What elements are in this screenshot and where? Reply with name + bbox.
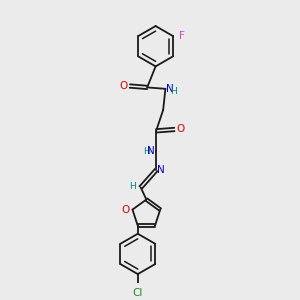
- Text: H: H: [129, 182, 136, 191]
- Text: H: H: [170, 87, 177, 96]
- Text: O: O: [119, 81, 128, 91]
- Text: H: H: [143, 146, 150, 155]
- Text: F: F: [179, 31, 185, 40]
- Text: O: O: [177, 124, 185, 134]
- Text: N: N: [147, 146, 155, 156]
- Text: O: O: [122, 205, 130, 214]
- Text: Cl: Cl: [133, 288, 143, 298]
- Text: N: N: [166, 83, 174, 94]
- Text: N: N: [157, 165, 165, 175]
